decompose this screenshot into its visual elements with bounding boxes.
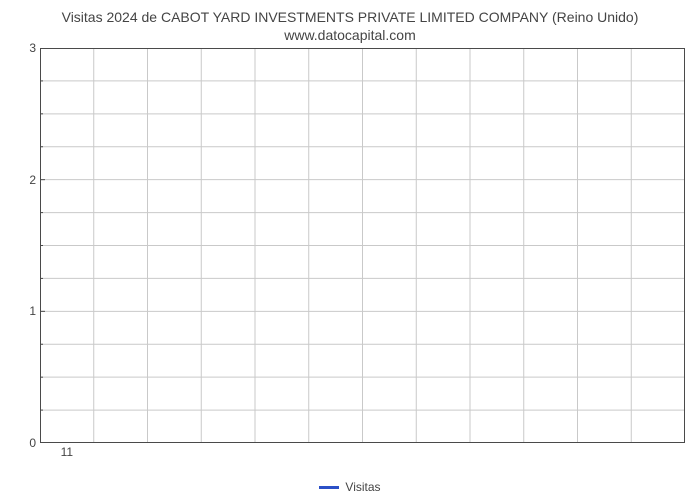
chart-svg	[40, 48, 685, 443]
x-tick-label: 11	[61, 445, 73, 459]
chart-title: Visitas 2024 de CABOT YARD INVESTMENTS P…	[0, 0, 700, 44]
legend-swatch-visitas	[319, 486, 339, 489]
chart-legend: Visitas	[0, 479, 700, 494]
y-tick-label: 3	[20, 41, 36, 55]
y-tick-label: 0	[20, 436, 36, 450]
y-tick-label: 2	[20, 173, 36, 187]
y-tick-label: 1	[20, 304, 36, 318]
legend-label-visitas: Visitas	[345, 480, 380, 494]
chart-plot-area	[40, 48, 685, 443]
